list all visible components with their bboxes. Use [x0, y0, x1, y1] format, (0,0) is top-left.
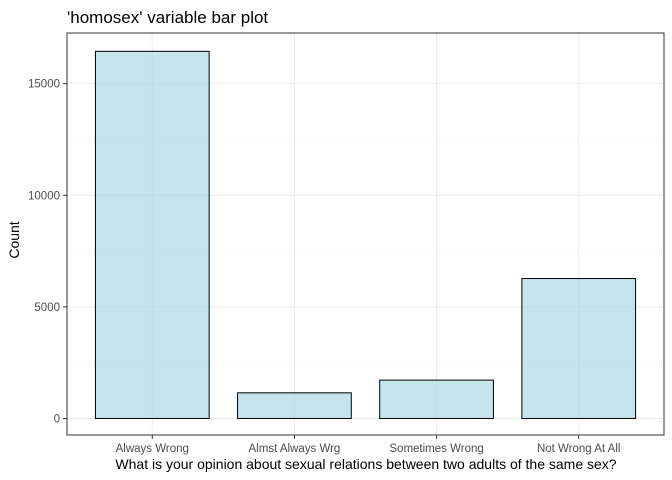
chart-title: 'homosex' variable bar plot — [67, 8, 268, 27]
y-axis-ticks: 0 5000 10000 15000 — [28, 79, 67, 425]
bar-not-wrong-at-all — [521, 278, 637, 419]
bars — [94, 50, 637, 419]
bar-sometimes-wrong — [379, 379, 494, 419]
x-tick-label: Sometimes Wrong — [389, 443, 483, 455]
y-tick-label: 10000 — [28, 190, 60, 202]
y-tick-label: 0 — [54, 413, 60, 425]
x-axis-title: What is your opinion about sexual relati… — [115, 456, 616, 472]
x-tick-label: Almst Always Wrg — [249, 443, 341, 455]
y-tick-label: 15000 — [28, 79, 60, 91]
bar-always-wrong — [94, 50, 210, 419]
bar-almst-always-wrg — [237, 392, 352, 419]
panel-border — [66, 32, 665, 436]
y-tick-label: 5000 — [34, 302, 60, 314]
x-tick-label: Not Wrong At All — [537, 443, 621, 455]
x-axis-ticks: Always Wrong Almst Always Wrg Sometimes Wr… — [116, 435, 621, 455]
x-tick-label: Always Wrong — [116, 443, 189, 455]
y-axis-title: Count — [6, 221, 22, 258]
